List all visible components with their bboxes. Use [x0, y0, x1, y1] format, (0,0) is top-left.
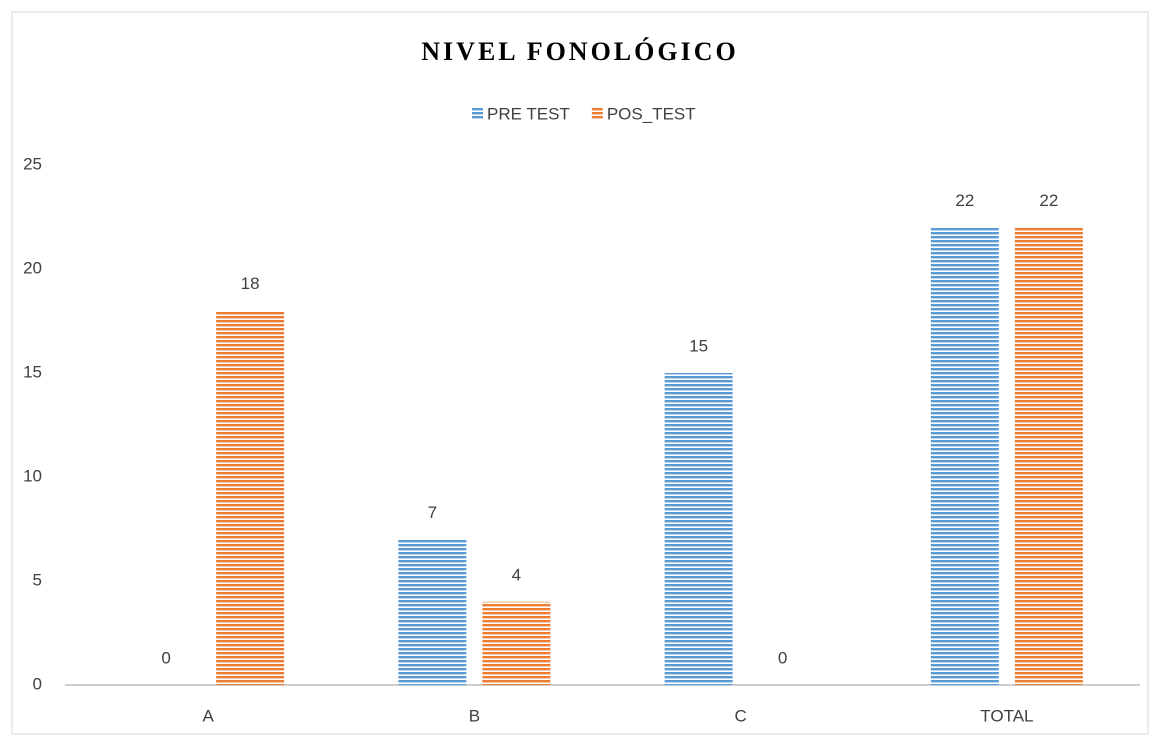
- bar: [664, 373, 733, 685]
- bar: [398, 539, 467, 685]
- legend-label: POS_TEST: [607, 104, 696, 123]
- x-tick-label: C: [734, 706, 746, 725]
- x-tick-label: TOTAL: [980, 706, 1033, 725]
- data-label: 0: [778, 648, 787, 667]
- legend-swatch: [591, 108, 603, 119]
- legend-label: PRE TEST: [487, 104, 570, 123]
- data-label: 22: [955, 191, 974, 210]
- y-tick-label: 20: [23, 258, 42, 277]
- data-label: 22: [1039, 191, 1058, 210]
- x-tick-label: B: [469, 706, 480, 725]
- data-label: 0: [161, 648, 170, 667]
- legend-swatch: [472, 108, 483, 119]
- data-label: 7: [428, 503, 437, 522]
- x-tick-label: A: [202, 706, 214, 725]
- bar: [482, 601, 551, 685]
- data-label: 15: [689, 336, 708, 355]
- data-label: 4: [512, 565, 521, 584]
- bar: [216, 310, 285, 685]
- y-tick-label: 0: [33, 674, 42, 693]
- chart-title: NIVEL FONOLÓGICO: [421, 37, 738, 66]
- bar: [1014, 227, 1083, 685]
- y-tick-label: 25: [23, 154, 42, 173]
- bar: [930, 227, 999, 685]
- y-tick-label: 10: [23, 466, 42, 485]
- y-tick-label: 5: [33, 570, 42, 589]
- data-label: 18: [241, 274, 260, 293]
- y-tick-label: 15: [23, 362, 42, 381]
